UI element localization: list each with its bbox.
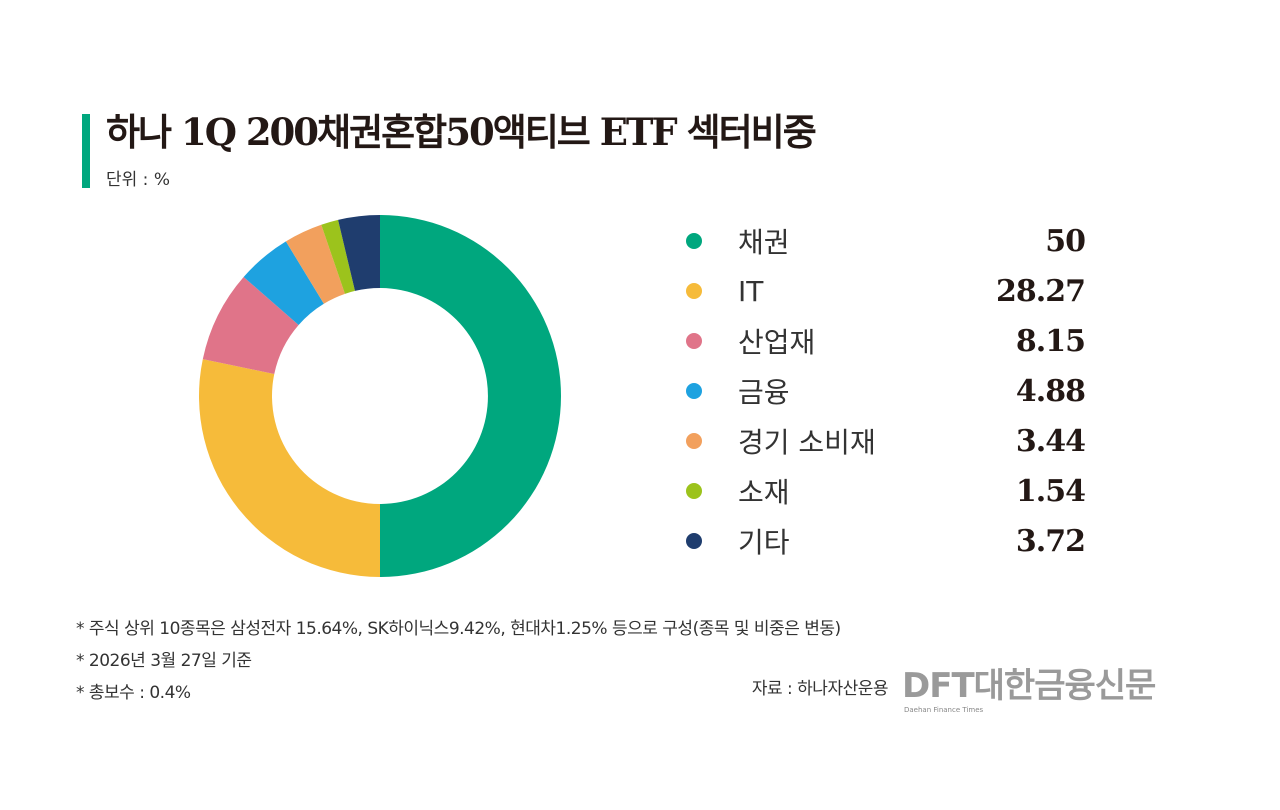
publisher-logo: DFT대한금융신문 bbox=[902, 666, 1156, 706]
footnotes: * 주식 상위 10종목은 삼성전자 15.64%, SK하이닉스9.42%, … bbox=[76, 613, 841, 709]
legend-item: 경기 소비재 3.44 bbox=[680, 416, 1086, 466]
donut-slice-2 bbox=[202, 276, 299, 374]
legend-label: IT bbox=[738, 274, 764, 308]
legend-dot bbox=[686, 283, 702, 299]
legend-item: 소재 1.54 bbox=[680, 466, 1086, 516]
donut-slice-0 bbox=[380, 215, 561, 577]
legend-dot bbox=[686, 333, 702, 349]
chart-title: 하나 1Q 200채권혼합50액티브 ETF 섹터비중 bbox=[106, 110, 817, 154]
legend-value: 3.44 bbox=[1015, 423, 1086, 459]
legend-value: 1.54 bbox=[1015, 473, 1086, 509]
legend-item: IT 28.27 bbox=[680, 266, 1086, 316]
legend-value: 28.27 bbox=[996, 273, 1086, 309]
legend-dot bbox=[686, 483, 702, 499]
legend-dot bbox=[686, 233, 702, 249]
legend-label: 경기 소비재 bbox=[738, 426, 876, 459]
legend-item: 채권 50 bbox=[680, 216, 1086, 266]
legend-item: 금융 4.88 bbox=[680, 366, 1086, 416]
legend-label: 금융 bbox=[738, 376, 790, 409]
donut-slice-3 bbox=[243, 241, 324, 325]
legend-item: 기타 3.72 bbox=[680, 516, 1086, 566]
publisher-logo-sub: Daehan Finance Times bbox=[904, 706, 984, 714]
donut-slice-6 bbox=[338, 215, 380, 291]
legend-dot bbox=[686, 433, 702, 449]
title-accent-bar bbox=[82, 114, 90, 188]
legend-value: 3.72 bbox=[1015, 523, 1086, 559]
footnote: * 총보수 : 0.4% bbox=[76, 683, 191, 703]
legend-label: 소재 bbox=[738, 476, 790, 509]
footnote: * 2026년 3월 27일 기준 bbox=[76, 651, 252, 671]
donut-slice-4 bbox=[285, 224, 345, 304]
legend-label: 채권 bbox=[738, 226, 790, 259]
legend-value: 4.88 bbox=[1015, 373, 1086, 409]
legend-dot bbox=[686, 533, 702, 549]
legend-dot bbox=[686, 383, 702, 399]
legend-label: 기타 bbox=[738, 526, 790, 559]
footnote: * 주식 상위 10종목은 삼성전자 15.64%, SK하이닉스9.42%, … bbox=[76, 619, 841, 639]
legend-value: 50 bbox=[1045, 223, 1086, 259]
source-label: 자료 : 하나자산운용 bbox=[751, 679, 889, 699]
legend: 채권 50 IT 28.27 산업재 8.15 금융 4.88 경기 소비재 3… bbox=[680, 216, 1086, 566]
unit-label: 단위 : % bbox=[106, 170, 170, 190]
donut-slice-5 bbox=[321, 219, 355, 294]
legend-label: 산업재 bbox=[738, 326, 816, 359]
donut-slice-1 bbox=[199, 359, 380, 577]
legend-item: 산업재 8.15 bbox=[680, 316, 1086, 366]
legend-value: 8.15 bbox=[1015, 323, 1086, 359]
